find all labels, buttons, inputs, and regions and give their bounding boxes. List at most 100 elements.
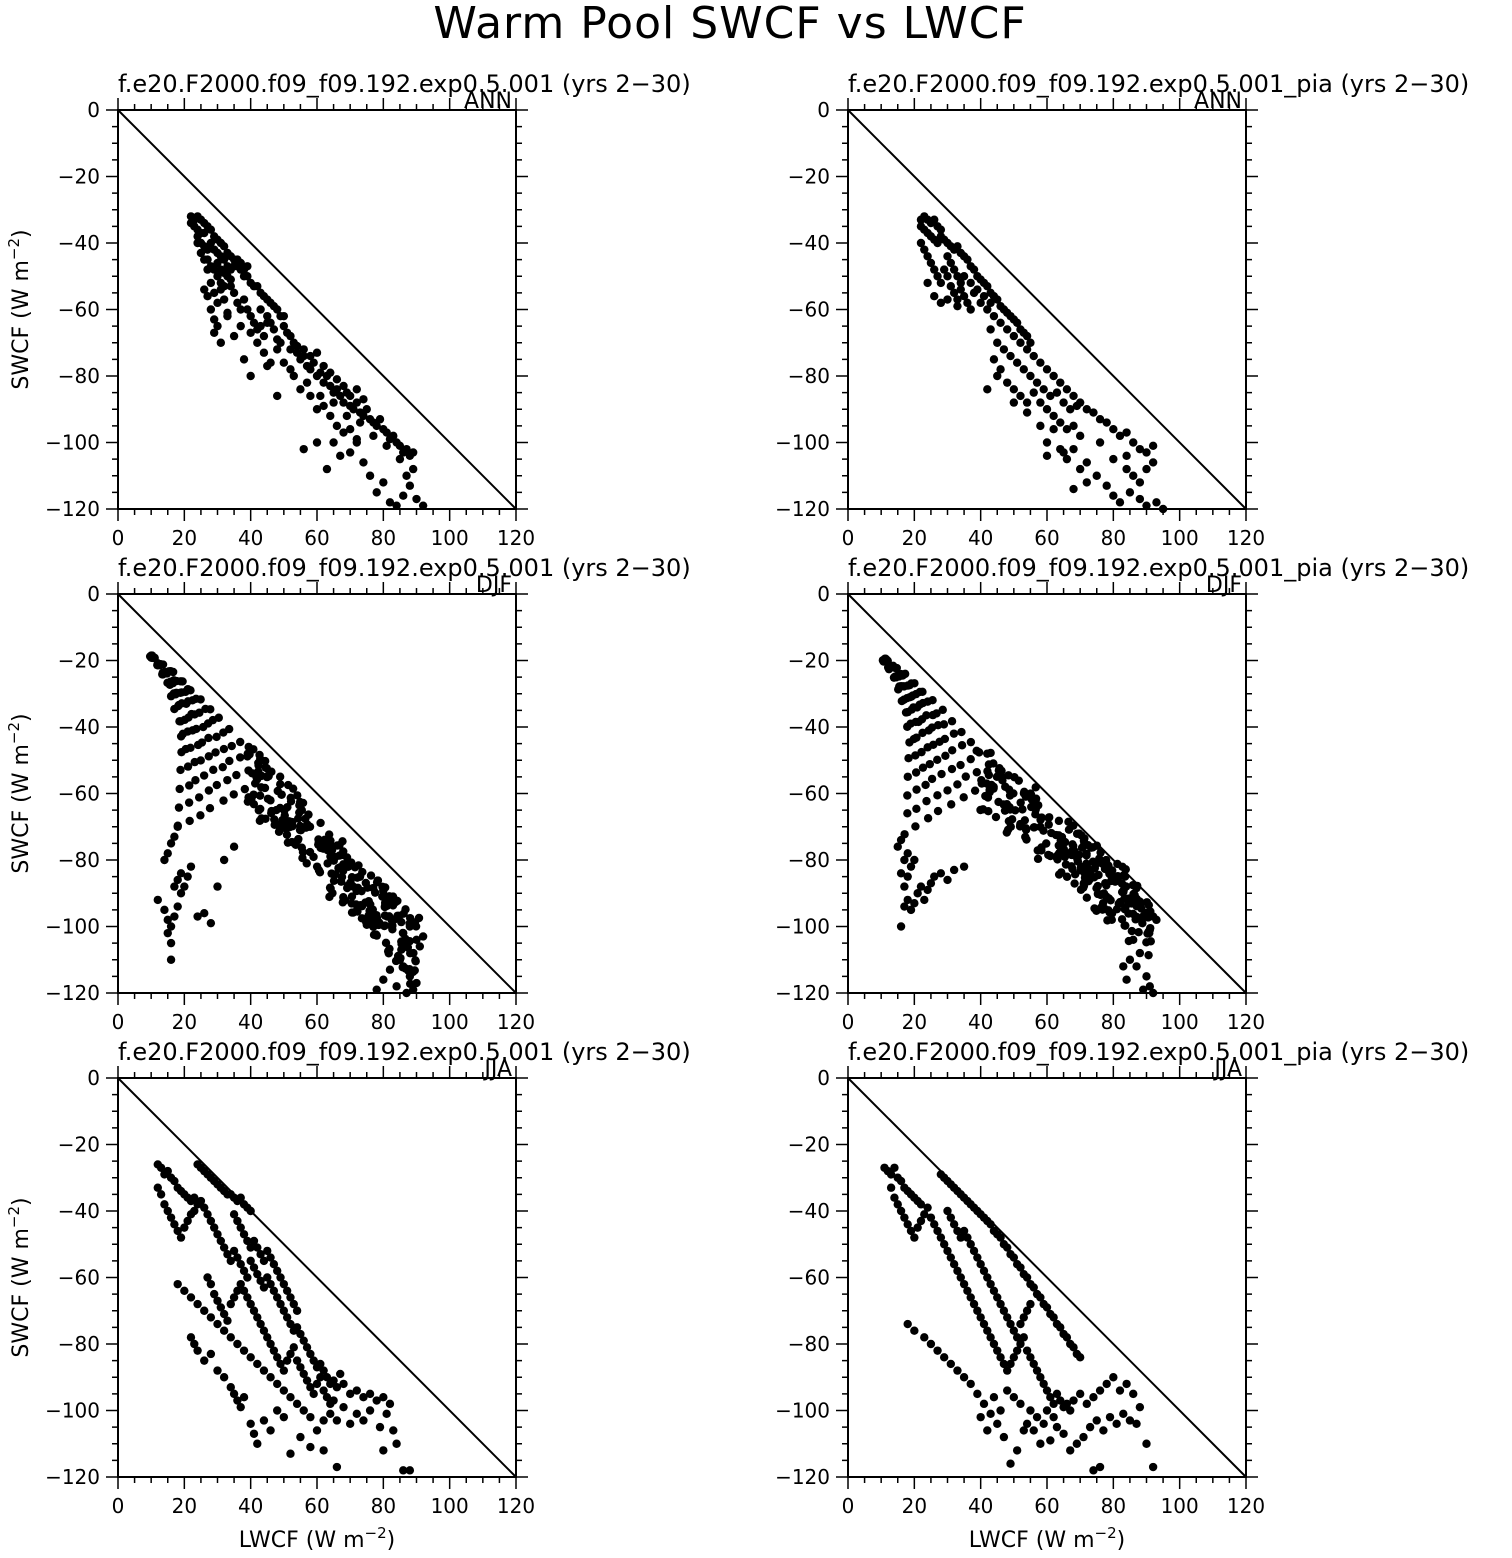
scatter-point xyxy=(959,1373,969,1382)
y-tick-label: −80 xyxy=(58,1332,100,1356)
scatter-point xyxy=(282,830,292,839)
scatter-point xyxy=(327,869,336,878)
scatter-point xyxy=(1082,1399,1092,1409)
x-tick-label: 0 xyxy=(842,1010,855,1034)
x-tick-label: 120 xyxy=(1227,526,1265,550)
scatter-point xyxy=(883,656,892,666)
scatter-point xyxy=(1158,504,1168,514)
scatter-point xyxy=(1082,458,1092,467)
scatter-point xyxy=(191,776,200,785)
scatter-point xyxy=(295,821,305,831)
scatter-point xyxy=(249,1236,259,1246)
data-points xyxy=(880,1163,1158,1475)
scatter-point xyxy=(352,1386,361,1395)
scatter-point xyxy=(316,391,325,401)
scatter-point xyxy=(243,1236,252,1246)
scatter-point xyxy=(219,282,229,291)
scatter-point xyxy=(173,1226,182,1236)
scatter-point xyxy=(153,1183,162,1192)
scatter-point xyxy=(282,1313,292,1322)
scatter-point xyxy=(163,915,172,925)
scatter-point xyxy=(372,1396,381,1405)
scatter-point xyxy=(949,288,959,298)
scatter-point xyxy=(989,1393,999,1402)
scatter-point xyxy=(314,866,324,875)
scatter-point xyxy=(966,754,975,764)
scatter-point xyxy=(1049,1313,1058,1322)
scatter-point xyxy=(1075,431,1085,441)
scatter-point xyxy=(1085,1422,1095,1432)
scatter-point xyxy=(1036,1293,1045,1302)
scatter-point xyxy=(904,754,913,763)
scatter-point xyxy=(269,1346,279,1355)
scatter-point xyxy=(399,1466,408,1475)
scatter-point xyxy=(163,928,172,938)
scatter-point xyxy=(219,255,229,264)
y-tick-label: −60 xyxy=(58,782,100,806)
scatter-point xyxy=(249,1306,259,1315)
scatter-point xyxy=(339,428,348,437)
x-tick-label: 20 xyxy=(172,526,197,550)
scatter-point xyxy=(206,705,215,714)
scatter-point xyxy=(168,667,178,677)
scatter-point xyxy=(342,411,352,421)
scatter-point xyxy=(286,1319,295,1329)
scatter-point xyxy=(295,808,304,817)
panel-ann-pia: f.e20.F2000.f09_f09.192.exp0.5.001_pia (… xyxy=(775,70,1469,550)
scatter-point xyxy=(249,1263,259,1272)
scatter-point xyxy=(229,1246,239,1256)
scatter-point xyxy=(303,820,312,829)
scatter-point xyxy=(232,770,241,780)
scatter-point xyxy=(956,1273,965,1282)
scatter-point xyxy=(256,1319,265,1329)
scatter-point xyxy=(379,478,388,487)
y-tick-label: −100 xyxy=(45,1399,100,1423)
scatter-point xyxy=(1142,938,1151,947)
x-tick-label: 80 xyxy=(371,1010,396,1034)
y-tick-label: −40 xyxy=(58,715,100,739)
scatter-point xyxy=(409,948,418,958)
scatter-point xyxy=(939,265,949,274)
scatter-point xyxy=(355,872,365,882)
scatter-point xyxy=(890,1193,899,1202)
scatter-point xyxy=(296,1432,305,1442)
scatter-point xyxy=(299,345,308,354)
scatter-point xyxy=(920,1210,929,1219)
scatter-point xyxy=(1086,871,1096,881)
scatter-point xyxy=(253,1313,262,1322)
scatter-point xyxy=(190,1206,199,1216)
x-tick-label: 0 xyxy=(112,1494,125,1518)
scatter-point xyxy=(1076,885,1086,894)
scatter-point xyxy=(1036,1439,1045,1448)
scatter-point xyxy=(1113,872,1123,881)
scatter-point xyxy=(1022,1273,1032,1282)
figure-title: Warm Pool SWCF vs LWCF xyxy=(433,0,1026,49)
scatter-point xyxy=(405,481,415,490)
scatter-point xyxy=(412,935,421,944)
scatter-point xyxy=(282,1286,292,1296)
scatter-point xyxy=(387,921,396,930)
scatter-point xyxy=(306,1442,315,1452)
scatter-point xyxy=(213,272,222,281)
scatter-point xyxy=(1074,850,1084,860)
scatter-point xyxy=(973,1389,982,1399)
scatter-point xyxy=(1003,1243,1012,1252)
y-tick-label: −20 xyxy=(788,1133,830,1157)
scatter-point xyxy=(209,288,219,298)
scatter-point xyxy=(193,912,202,921)
scatter-point xyxy=(398,963,407,972)
scatter-point xyxy=(266,1373,275,1382)
scatter-point xyxy=(903,872,912,881)
x-tick-label: 100 xyxy=(431,1494,469,1518)
scatter-point xyxy=(979,1266,989,1276)
scatter-point xyxy=(204,733,213,743)
scatter-point xyxy=(1105,908,1114,917)
scatter-point xyxy=(1022,345,1032,354)
scatter-point xyxy=(1006,351,1015,361)
scatter-point xyxy=(150,653,159,663)
scatter-point xyxy=(903,849,912,858)
scatter-point xyxy=(336,1369,345,1379)
scatter-point xyxy=(382,441,391,451)
scatter-point xyxy=(1067,847,1076,856)
